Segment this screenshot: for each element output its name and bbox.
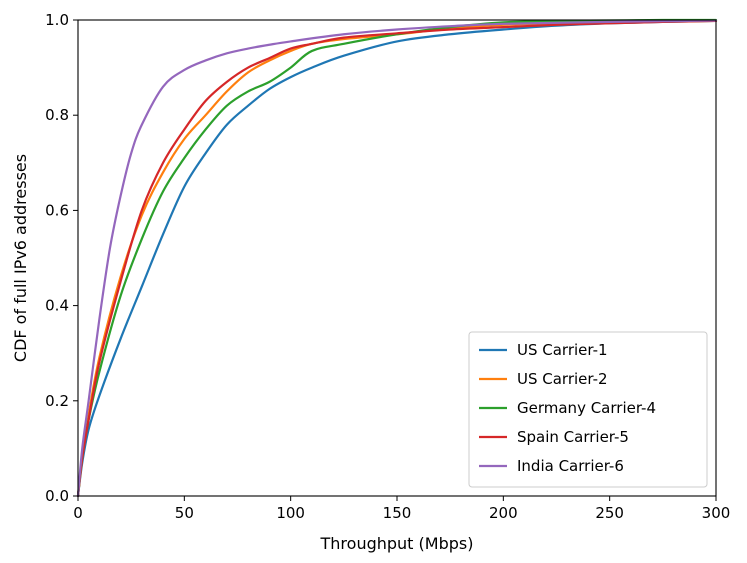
y-tick-label: 0.0 [45,487,69,505]
y-tick-label: 0.6 [45,201,69,219]
x-tick-label: 100 [276,504,305,522]
x-tick-label: 300 [702,504,731,522]
legend-label: US Carrier-1 [517,341,608,359]
series-line-5 [76,19,718,498]
x-tick-label: 150 [383,504,412,522]
x-tick-label: 0 [73,504,83,522]
x-axis: 0 50 100 150 200 250 300 [73,496,730,522]
x-axis-label: Throughput (Mbps) [320,534,474,553]
legend: US Carrier-1 US Carrier-2 Germany Carrier-… [468,331,708,488]
y-tick-label: 1.0 [45,11,69,29]
legend-label: India Carrier-6 [517,457,624,475]
legend-label: Spain Carrier-5 [517,428,629,446]
x-tick-label: 200 [489,504,518,522]
y-tick-label: 0.2 [45,392,69,410]
y-axis: 0.0 0.2 0.4 0.6 0.8 1.0 [45,11,78,505]
y-axis-label: CDF of full IPv6 addresses [11,154,30,362]
y-tick-label: 0.8 [45,106,69,124]
legend-box [468,331,708,488]
series-layer [76,18,718,498]
legend-label: Germany Carrier-4 [517,399,656,417]
x-tick-label: 250 [595,504,624,522]
series-line-1 [76,19,718,498]
series-line-4 [76,19,718,498]
x-tick-label: 50 [175,504,194,522]
series-line-3 [76,18,718,498]
y-tick-label: 0.4 [45,297,69,315]
legend-label: US Carrier-2 [517,370,608,388]
